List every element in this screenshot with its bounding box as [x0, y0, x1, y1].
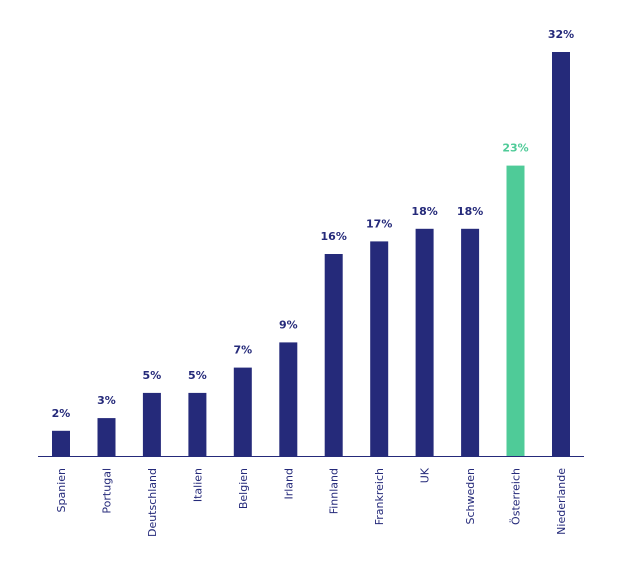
value-label: 3% [97, 394, 116, 407]
category-label: Schweden [464, 468, 477, 525]
value-label: 18% [457, 205, 483, 218]
bar-frankreich [370, 241, 389, 456]
value-label: 23% [502, 142, 528, 155]
category-label: Belgien [237, 468, 250, 509]
bar-portugal [97, 418, 116, 456]
category-label: UK [419, 467, 432, 483]
category-label: Deutschland [146, 468, 159, 537]
value-label: 7% [233, 344, 252, 357]
category-label: Italien [191, 468, 204, 502]
bars-group [52, 52, 570, 457]
value-label: 2% [52, 407, 71, 420]
bar-uk [415, 228, 434, 457]
value-labels-group: 2% 3% 5% 5% 7% 9% 16% 17% 18% 18% 23% 32% [52, 28, 575, 420]
bar-belgien [233, 367, 252, 456]
value-label: 32% [548, 28, 574, 41]
category-labels-group: Spanien Portugal Deutschland Italien Belgien… [55, 467, 568, 537]
bar-italien [188, 392, 207, 456]
category-label: Niederlande [555, 468, 568, 535]
category-label: Österreich [510, 468, 523, 525]
bar-niederlande [552, 52, 570, 456]
bar-irland [279, 342, 298, 456]
category-label: Finnland [328, 468, 341, 514]
value-label: 16% [321, 230, 347, 243]
bar-deutschland [142, 392, 161, 456]
value-label: 9% [279, 318, 298, 331]
bar-österreich [506, 165, 525, 456]
category-label: Spanien [55, 468, 68, 513]
value-label: 5% [188, 369, 207, 382]
value-label: 18% [411, 205, 437, 218]
category-label: Frankreich [373, 468, 386, 525]
value-label: 5% [143, 369, 162, 382]
bar-spanien [52, 430, 70, 457]
value-label: 17% [366, 217, 392, 230]
bar-finnland [324, 254, 343, 456]
category-label: Irland [282, 468, 295, 500]
category-label: Portugal [101, 468, 114, 514]
bar-schweden [461, 228, 480, 457]
